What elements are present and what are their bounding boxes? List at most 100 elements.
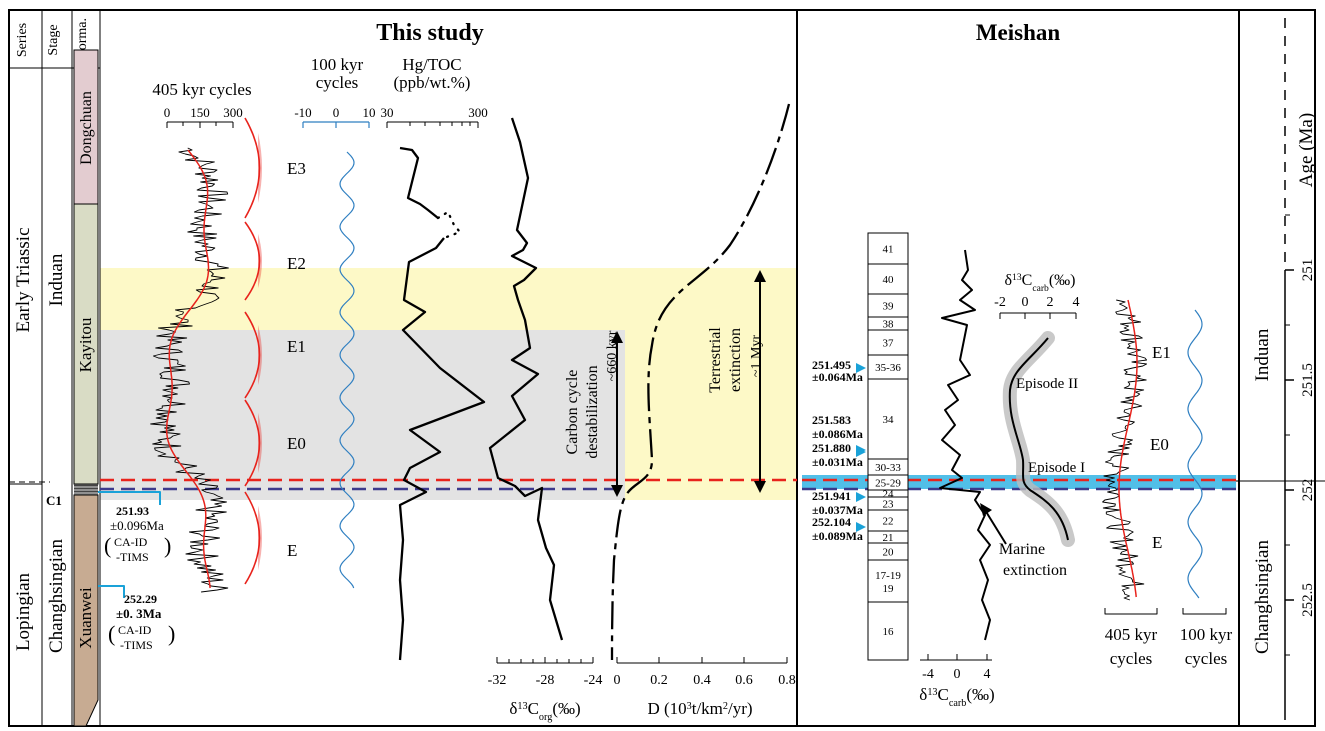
formation-dongchuan-label: Dongchuan [78,91,95,165]
bed-label: 17-19 [875,570,901,582]
episode-2-label: Episode II [1016,376,1078,392]
carb2-title: δ13Ccarb(‰) [1005,272,1076,294]
yellow-band-lower [625,330,797,500]
ecc-cycle-curve [244,117,261,219]
meishan-ecc-E1: E1 [1152,343,1171,362]
marine-extinction-1: Marine [999,541,1045,558]
hg-dotted [436,210,462,240]
this-study-title: This study [376,20,483,46]
age-2-err: ±0. 3Ma [116,606,162,621]
d-tick-label: 0.6 [735,673,753,688]
meishan-405-label-2: cycles [1110,649,1152,668]
hg-title-2: (ppb/wt.%) [394,73,471,92]
bed-label: 41 [883,244,894,256]
bed-label: 30-33 [875,462,901,474]
meishan-age-err: ±0.089Ma [812,529,863,543]
text-part: (‰) [966,685,994,704]
meishan-ecc-E0: E0 [1150,435,1169,454]
text-part: (‰) [1049,272,1076,289]
carb2-tick-label: 4 [1073,295,1080,310]
bed-label: 22 [883,516,894,528]
carb-tick-label: 4 [984,667,991,682]
col100-tick-label: 0 [333,105,340,120]
carbon-text-2: destabilization [584,365,601,458]
ecc-label-E3: E3 [287,159,306,178]
bed-label: 16 [883,626,895,638]
age-1-value: 251.93 [116,504,149,518]
carbon-text-1: Carbon cycle [564,370,581,455]
age-1-method: CA-ID [114,535,148,549]
text-part: C [1022,272,1033,289]
hg-curve-upper [399,146,439,219]
meishan-405-label-1: 405 kyr [1105,625,1158,644]
age-1-method2: -TIMS [116,550,149,564]
bed-label: 24 [883,489,895,501]
bed-label: 23 [883,499,895,511]
bed-label: 37 [883,338,895,350]
corg-tick-label: -28 [536,673,555,688]
ecc-shade [258,505,262,571]
age-tick-label: 251 [1300,259,1316,282]
corg-curve [488,117,564,641]
meishan-age-value: 252.104 [812,515,851,529]
col405-tick-label: 0 [164,105,171,120]
formation-kayitou [73,203,99,485]
carb-axis-label: δ13Ccarb(‰) [919,685,994,709]
header-formation: Forma. [75,18,90,58]
age-tick-label: 252.5 [1300,583,1316,617]
meishan-405-bracket [1104,608,1158,615]
ecc-label-E1: E1 [287,337,306,356]
meishan-age-err: ±0.031Ma [812,455,863,469]
d-tick-label: 0.2 [650,673,668,688]
meishan-100-label-2: cycles [1185,649,1227,668]
meishan-405-filtered [1118,299,1138,598]
meishan-ecc-E: E [1152,533,1162,552]
hg-tick-label: 300 [468,105,488,120]
carb2-tick-label: 2 [1047,295,1054,310]
terrestrial-arrow-head-down [754,481,766,493]
stage-induan: Induan [46,253,67,306]
age-2-value: 252.29 [124,592,157,606]
age-pointer-triangle [856,522,866,532]
col405-filtered-curve [165,149,211,589]
col405-title: 405 kyr cycles [152,80,251,99]
text-part: /yr) [728,699,753,718]
meishan-age-value: 251.941 [812,489,851,503]
text-part: δ [919,685,927,704]
bed-label: 34 [883,414,895,426]
text-part: δ [1005,272,1013,289]
bed-label: 21 [883,532,894,544]
carbon-arrow-head-up [611,331,623,343]
carb-tick-label: 0 [954,667,961,682]
series-lopingian: Lopingian [13,572,34,651]
bed-label: 39 [883,301,895,313]
d-axis-label: D (103t/km2/yr) [647,699,752,718]
ecc-shade [258,412,262,474]
text-part: carb [949,698,967,709]
text-part: (‰) [552,699,580,718]
meishan-carb-curve [939,249,991,641]
terrestrial-text-1: Terrestrial [707,327,724,393]
episode-1-label: Episode I [1028,460,1085,476]
hg-curve-lower [398,237,486,661]
carb2-tick-label: -2 [994,295,1006,310]
age-axis-title: Age (Ma) [1296,113,1317,187]
meishan-age-value: 251.583 [812,413,851,427]
meishan-100-bracket [1182,608,1227,615]
formation-xuanwei-label: Xuanwei [76,587,95,649]
d-tick-label: 0 [614,673,621,688]
meishan-age-err: ±0.086Ma [812,427,863,441]
stage-changhsingian: Changhsingian [46,539,67,653]
age-1-err: ±0.096Ma [110,518,164,533]
age-2-method: CA-ID [118,623,152,637]
paren: ) [164,533,171,558]
bed-label: 35-36 [875,362,901,374]
hg-tick-label: 30 [381,105,394,120]
text-part: δ [509,699,517,718]
terrestrial-arrow-head-up [754,270,766,282]
marine-arrow-head [980,503,992,516]
ecc-shade [258,233,262,289]
bed-label: 40 [883,274,895,286]
ecc-cycle-curve [244,311,261,399]
